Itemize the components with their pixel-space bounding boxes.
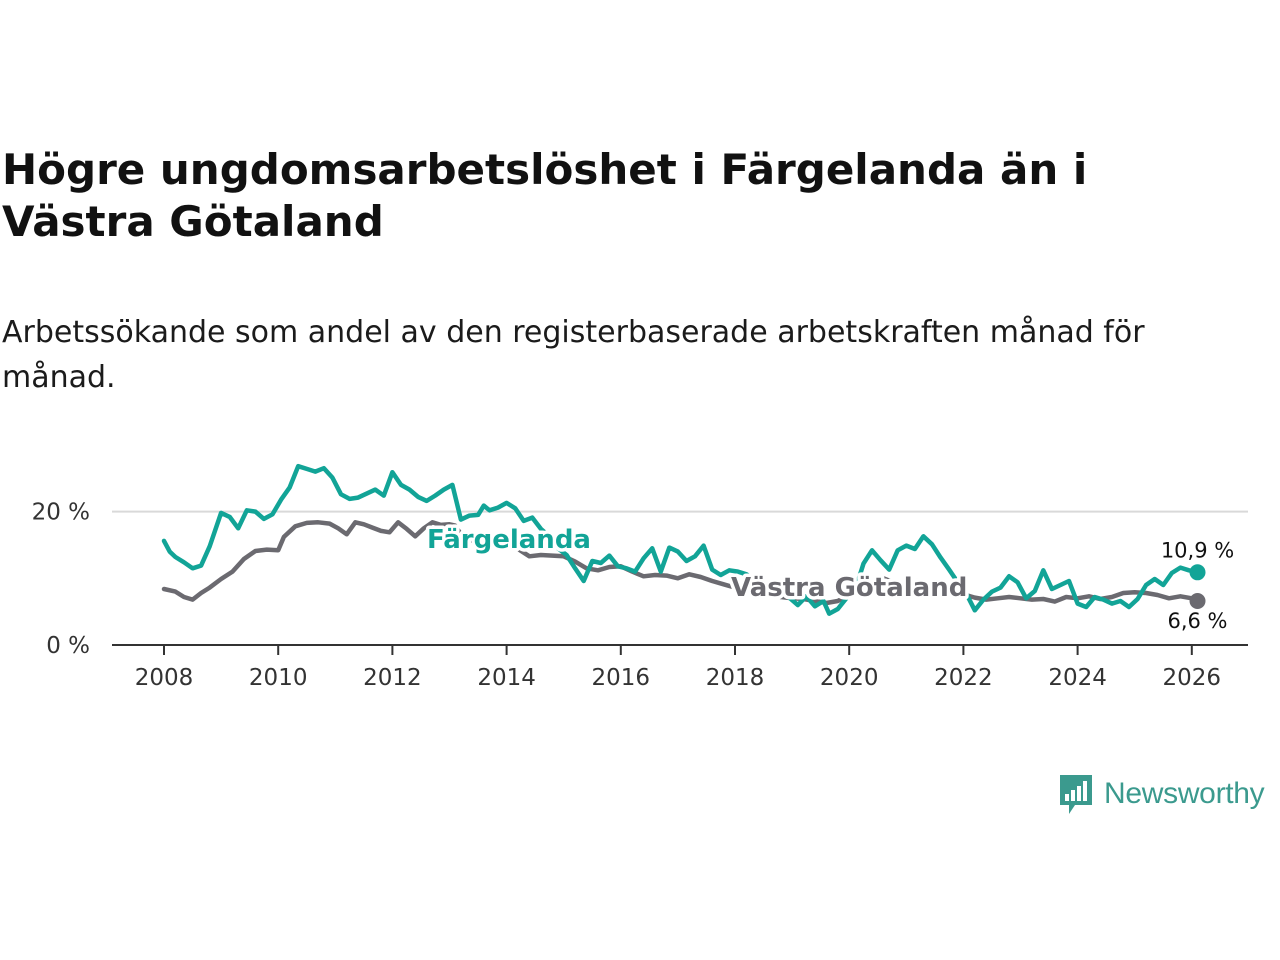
x-tick-label: 2020 [820,665,879,691]
x-axis: 2008 2010 2012 2014 2016 2018 2020 2022 2024 2026 [112,644,1248,691]
series-end-marker-västra-götaland [1189,592,1206,609]
series-labels: Färgelanda Västra Götaland 10,9 % 6,6 % [424,522,1235,633]
brand-name: Newsworthy [1104,777,1265,810]
newsworthy-logo[interactable]: Newsworthy [1058,772,1265,816]
y-tick-label: 20 % [32,500,90,526]
chart-title: Högre ungdomsarbetslöshet i Färgelanda ä… [2,145,1088,246]
x-tick-label: 2024 [1048,665,1107,691]
end-value-fargelanda: 10,9 % [1161,538,1234,562]
x-tick-label: 2012 [363,665,422,691]
series-label-vastra-gotaland: Västra Götaland [731,573,967,603]
x-tick-label: 2010 [249,665,308,691]
series-line-färgelanda [161,463,1200,616]
x-tick-label: 2022 [934,665,993,691]
end-value-vastra-gotaland: 6,6 % [1167,609,1227,633]
line-chart: 0 % 20 % 2008 2010 2012 2014 2016 2018 2020 2022… [32,463,1248,691]
newsworthy-bar-chart-icon [1060,775,1092,814]
series-lines [161,463,1206,616]
series-end-marker-färgelanda [1189,564,1206,581]
x-tick-label: 2026 [1163,665,1222,691]
series-label-fargelanda: Färgelanda [427,525,591,555]
x-tick-label: 2016 [592,665,651,691]
series-line-västra-götaland [161,520,1200,606]
x-tick-label: 2008 [135,665,194,691]
x-tick-label: 2014 [477,665,536,691]
y-tick-label: 0 % [46,633,90,659]
gridlines: 0 % 20 % [32,500,1248,659]
chart-subtitle: Arbetssökande som andel av den registerb… [2,315,1145,395]
x-tick-label: 2018 [706,665,765,691]
